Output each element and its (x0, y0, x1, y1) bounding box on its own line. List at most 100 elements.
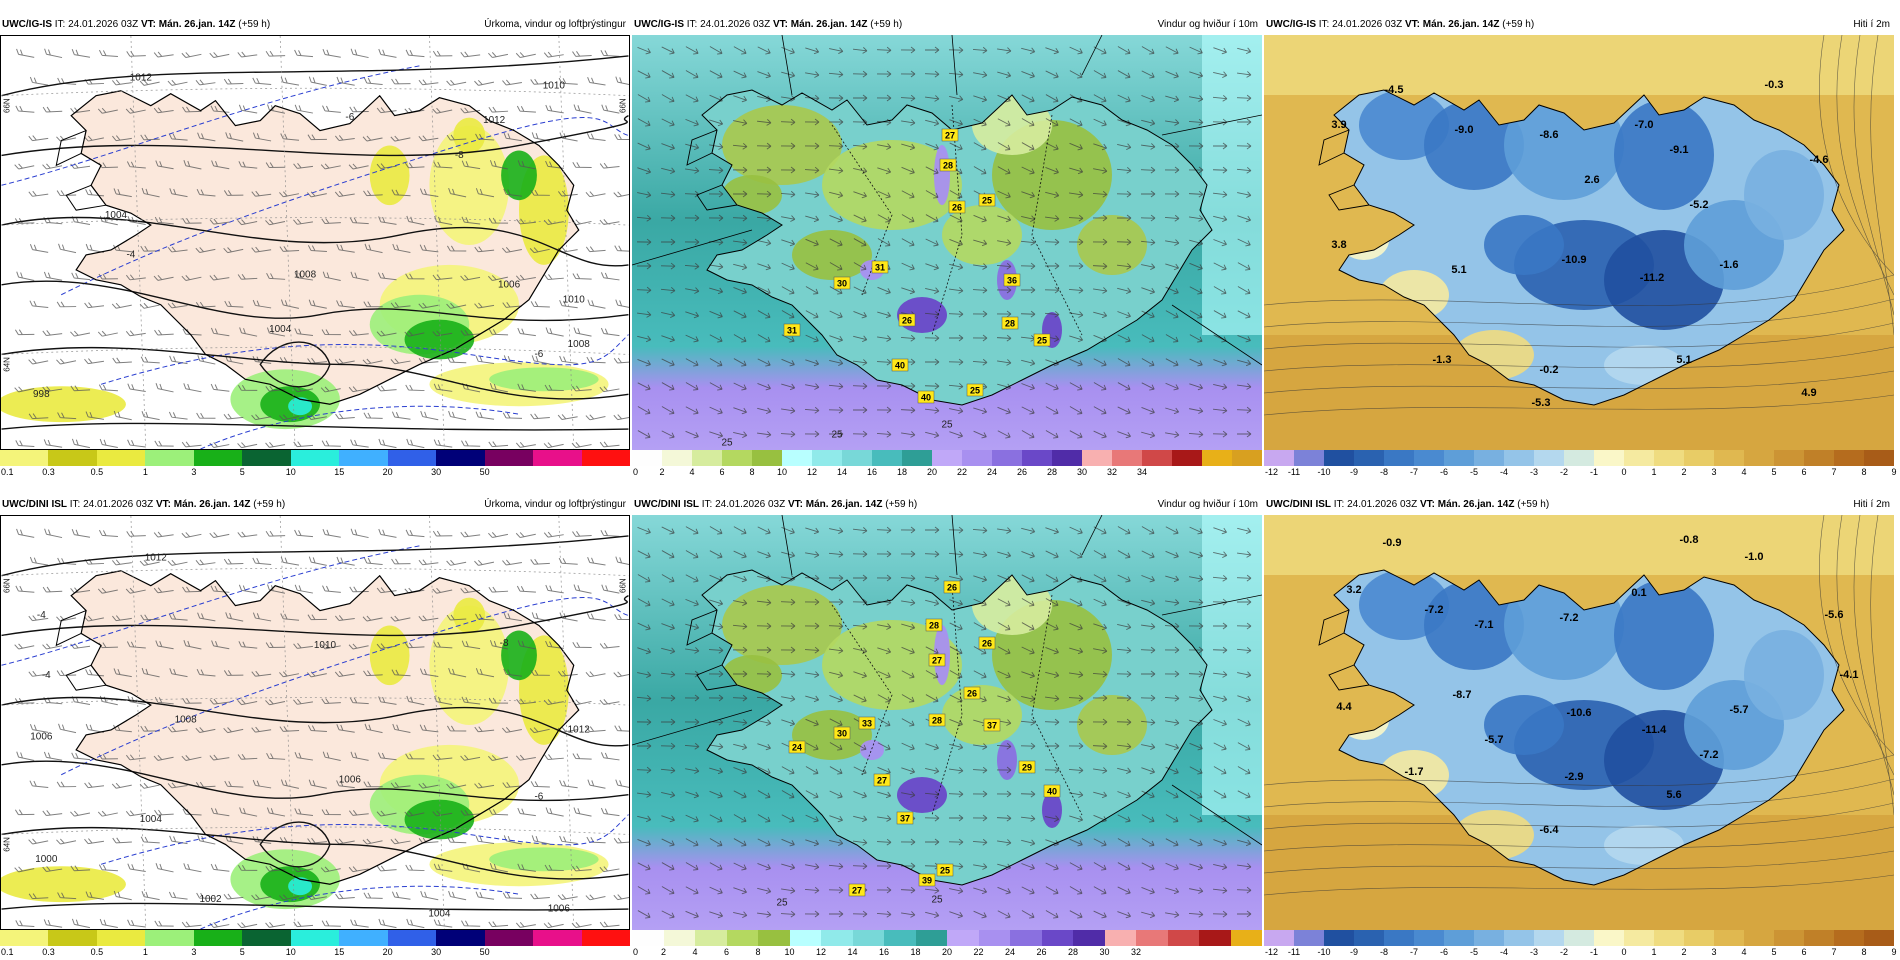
colorbar-swatch (978, 930, 1010, 946)
isobars (1, 55, 629, 431)
temp-value-label: -5.6 (1825, 609, 1844, 621)
colorbar-ticks: 0 2 4 6 8 10 12 14 16 18 20 22 24 26 28 30 32 (632, 946, 1262, 960)
gust-label: 30 (837, 278, 847, 288)
map-area: -4.5 3.9 -9.0 -8.6 -7.0 -9.1 -0.3 -4.6 2.6 -5.2 3.… (1264, 35, 1894, 450)
colorbar-swatch (842, 450, 872, 466)
vt-label: VT: (155, 499, 171, 510)
colorbar-tick-label: 24 (986, 467, 998, 477)
coastline-fjords (55, 130, 107, 211)
colorbar-swatch (339, 450, 388, 466)
colorbar-swatch (812, 450, 842, 466)
temp-value-label: -11.4 (1642, 724, 1667, 736)
colorbar-tick-label: 1 (142, 947, 148, 957)
colorbar-swatch (884, 930, 916, 946)
colorbar-tick-label: 22 (956, 467, 968, 477)
colorbar-swatch (1444, 450, 1474, 466)
colorbar-tick-label: 14 (836, 467, 848, 477)
vt-label: VT: (140, 19, 156, 30)
colorbar-swatch (1384, 930, 1414, 946)
colorbar-swatch (484, 450, 534, 466)
colorbar-tick-label: 12 (806, 467, 818, 477)
colorbar-tick-label: 8 (755, 947, 761, 957)
temp-value-label: -4.5 (1385, 84, 1404, 96)
temp-value-label: 4.4 (1336, 701, 1352, 713)
colorbar-tick-label: 18 (910, 947, 921, 957)
colorbar-swatch (1414, 450, 1444, 466)
colorbar-swatch (145, 450, 194, 466)
panel-header: UWC/DINI ISL IT: 24.01.2026 03Z VT: Mán.… (1264, 495, 1894, 515)
colorbar-swatch (992, 450, 1022, 466)
colorbar-tick-label: 1 (1651, 947, 1657, 957)
temp-value-label: -1.3 (1433, 354, 1452, 366)
colorbar-swatch (782, 450, 812, 466)
gust-label: 27 (852, 885, 862, 895)
colorbar-swatch (1474, 930, 1504, 946)
gust-label: 27 (877, 775, 887, 785)
colorbar-tick-label: 1 (142, 467, 148, 477)
valid-time: Mán. 26.jan. 14Z (790, 19, 868, 30)
isobar-label: 1004 (140, 814, 163, 825)
isobar-label: 1004 (269, 324, 292, 335)
lead-time: (+59 h) (253, 499, 286, 510)
colorbar-tick-label: 4 (692, 947, 698, 957)
temp-value-label: -0.8 (1680, 534, 1699, 546)
colorbar-swatch (1232, 450, 1262, 466)
colorbar-tick-label: 22 (973, 947, 984, 957)
run-info: UWC/IG-IS IT: 24.01.2026 03Z VT: Mán. 26… (1266, 15, 1534, 35)
model-name: UWC/DINI ISL (634, 499, 699, 510)
lead-time: (+59 h) (870, 19, 903, 30)
colorbar-swatch (1684, 930, 1714, 946)
colorbar-tick-label: 3 (191, 947, 197, 957)
temp-value-label: 5.1 (1451, 264, 1466, 276)
colorbar-tick-label: 10 (776, 467, 788, 477)
isotherms (1264, 35, 1894, 416)
colorbar-swatch (1594, 450, 1624, 466)
colorbar-swatch (947, 930, 979, 946)
colorbar-tick-label: 0.1 (1, 467, 14, 477)
lead-time: (+59 h) (885, 499, 918, 510)
colorbar-tick-label: 50 (479, 467, 490, 477)
colorbar-swatch (821, 930, 853, 946)
colorbar-swatch (662, 450, 692, 466)
isobar-label: 1008 (294, 269, 317, 280)
isobar-label: 998 (33, 389, 50, 400)
isobar-label: 1012 (130, 72, 153, 83)
isobar-label: 1006 (339, 774, 362, 785)
colorbar-swatch (902, 450, 932, 466)
temp-value-label: -0.2 (1540, 364, 1559, 376)
colorbar-tick-label: 9 (1891, 467, 1897, 477)
wind-arrows (636, 526, 1252, 919)
gust-contour-label: 25 (776, 898, 788, 909)
colorbar-swatch (1834, 930, 1864, 946)
colorbar-tick-label: 0 (1621, 947, 1627, 957)
colorbar-tick-label: 34 (1136, 467, 1148, 477)
gust-label: 33 (862, 718, 872, 728)
graticule (1, 516, 629, 929)
colorbar-swatch (1082, 450, 1112, 466)
colorbar-swatch (193, 450, 243, 466)
colorbar-swatch (1199, 930, 1231, 946)
colorbar-tick-label: -6 (1439, 947, 1449, 957)
gust-label: 25 (940, 865, 950, 875)
colorbar-swatch (1564, 930, 1594, 946)
isobar-label: 1002 (344, 449, 367, 450)
colorbar-swatch (1774, 450, 1804, 466)
gust-contour-label: 25 (831, 430, 843, 441)
colorbar-tick-label: 0.5 (90, 947, 104, 957)
colorbar-tick-label: 0 (1621, 467, 1627, 477)
colorbar-tick-label: 20 (382, 947, 393, 957)
colorbar-swatch (1864, 450, 1894, 466)
colorbar-tick-label: 2 (1681, 467, 1687, 477)
colorbar-tick-label: 10 (285, 467, 296, 477)
gust-label: 26 (952, 202, 962, 212)
colorbar-swatch (1142, 450, 1172, 466)
temp-value-label: -11.2 (1640, 272, 1664, 284)
colorbar-tick-label: -11 (1287, 467, 1301, 477)
colorbar-swatch (581, 930, 631, 946)
init-time: 24.01.2026 03Z (700, 19, 771, 30)
colorbar-swatch (387, 450, 437, 466)
graticule (632, 515, 1262, 846)
colorbar-tick-label: 0 (633, 947, 639, 957)
colorbar-swatch (1834, 450, 1864, 466)
colorbar-tick-label: 26 (1036, 947, 1047, 957)
